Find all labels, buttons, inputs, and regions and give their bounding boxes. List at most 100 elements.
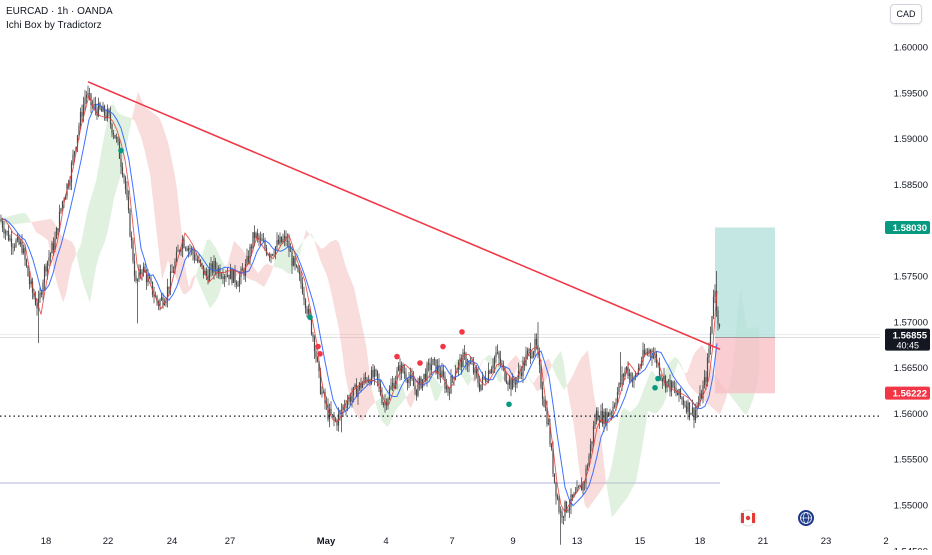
candle-body xyxy=(306,308,307,313)
cloud-segment xyxy=(552,359,555,373)
cloud-segment xyxy=(639,394,642,465)
candle-body xyxy=(279,237,280,244)
cloud-segment xyxy=(318,245,321,262)
candle-body xyxy=(711,316,712,333)
candle-body xyxy=(689,402,690,414)
candle-body xyxy=(299,272,300,275)
cloud-segment xyxy=(162,124,165,280)
cloud-segment xyxy=(195,268,198,281)
price-tick-label: 1.55000 xyxy=(894,501,928,512)
candle-body xyxy=(171,272,172,273)
cloud-segment xyxy=(135,91,138,129)
price-axis[interactable]: 1.600001.595001.590001.585001.580001.575… xyxy=(885,43,930,551)
stop-price-tag[interactable]: 1.56222 xyxy=(885,387,930,400)
cloud-segment xyxy=(657,378,660,413)
candle-body xyxy=(17,237,18,241)
candle-body xyxy=(665,376,666,388)
candle-body xyxy=(209,269,210,281)
candle-body xyxy=(644,350,645,354)
candle-body xyxy=(620,383,621,384)
candle-body xyxy=(261,239,262,242)
indicator-title[interactable]: Ichi Box by Tradictorz xyxy=(6,20,102,31)
candle-body xyxy=(194,254,195,260)
time-tick-label: 22 xyxy=(103,536,114,547)
candle-body xyxy=(231,269,232,283)
cloud-segment xyxy=(693,351,696,392)
candle-body xyxy=(44,266,45,282)
candle-body xyxy=(695,410,696,420)
cloud-segment xyxy=(81,228,84,286)
cloud-segment xyxy=(555,355,558,379)
cloud-segment xyxy=(33,221,36,232)
globe-icon[interactable] xyxy=(798,510,814,526)
candle-body xyxy=(423,374,424,379)
candle-body xyxy=(51,243,52,253)
candle-body xyxy=(8,231,9,240)
time-tick-label: 18 xyxy=(41,536,52,547)
candle-body xyxy=(509,379,510,385)
candle-body xyxy=(27,266,28,276)
currency-button[interactable]: CAD xyxy=(890,4,922,24)
cloud-segment xyxy=(432,375,435,401)
candle-body xyxy=(357,389,358,397)
candle-body xyxy=(431,365,432,370)
cloud-segment xyxy=(624,408,627,502)
candle-body xyxy=(621,374,622,384)
event-markers[interactable] xyxy=(740,510,814,526)
candle-body xyxy=(296,265,297,266)
time-tick-label: 4 xyxy=(383,536,388,547)
candle-body xyxy=(131,236,132,240)
candle-body xyxy=(617,392,618,402)
candle-body xyxy=(224,276,225,279)
candle-body xyxy=(297,266,298,271)
symbol-title[interactable]: EURCAD · 1h · OANDA xyxy=(6,6,113,17)
candle-body xyxy=(137,279,138,281)
candle-body xyxy=(521,372,522,375)
cloud-segment xyxy=(570,375,573,419)
time-tick-label: May xyxy=(317,536,336,547)
candle-body xyxy=(569,507,570,511)
cloud-segment xyxy=(480,359,483,366)
price-tick-label: 1.59500 xyxy=(894,88,928,99)
candle-body xyxy=(132,241,133,261)
time-axis[interactable]: 18 22 24 27 May 4 7 9 13 15 18 21 23 2 xyxy=(41,536,889,547)
candle-body xyxy=(14,247,15,248)
price-tick-label: 1.57500 xyxy=(894,272,928,283)
candle-body xyxy=(590,445,591,456)
cloud-segment xyxy=(336,240,339,330)
cloud-segment xyxy=(39,220,42,236)
candle-body xyxy=(668,380,669,382)
cloud-segment xyxy=(156,115,159,253)
time-tick-label: 9 xyxy=(510,536,515,547)
cloud-segment xyxy=(159,117,162,280)
candle-body xyxy=(531,356,532,358)
cloud-segment xyxy=(303,230,306,242)
candle-body xyxy=(183,239,184,247)
candle-body xyxy=(473,364,474,373)
cloud-segment xyxy=(696,348,699,396)
long-position-tool[interactable] xyxy=(715,227,775,393)
target-price-tag[interactable]: 1.58030 xyxy=(885,221,930,234)
candle-body xyxy=(470,362,471,363)
candle-body xyxy=(557,497,558,499)
time-tick-label: 27 xyxy=(225,536,236,547)
candle-body xyxy=(681,397,682,399)
cloud-segment xyxy=(90,191,93,302)
candle-body xyxy=(533,352,534,356)
candle-body xyxy=(15,241,16,247)
cloud-segment xyxy=(690,356,693,389)
cloud-segment xyxy=(636,402,639,481)
cloud-segment xyxy=(42,220,45,238)
candle-body xyxy=(713,297,714,316)
cloud-segment xyxy=(501,373,504,383)
canada-flag-icon[interactable] xyxy=(740,510,756,526)
candle-body xyxy=(572,494,573,497)
cloud-segment xyxy=(267,264,270,282)
cloud-segment xyxy=(18,213,21,223)
candle-body xyxy=(197,259,198,261)
candle-body xyxy=(303,293,304,299)
cloud-segment xyxy=(348,273,351,400)
